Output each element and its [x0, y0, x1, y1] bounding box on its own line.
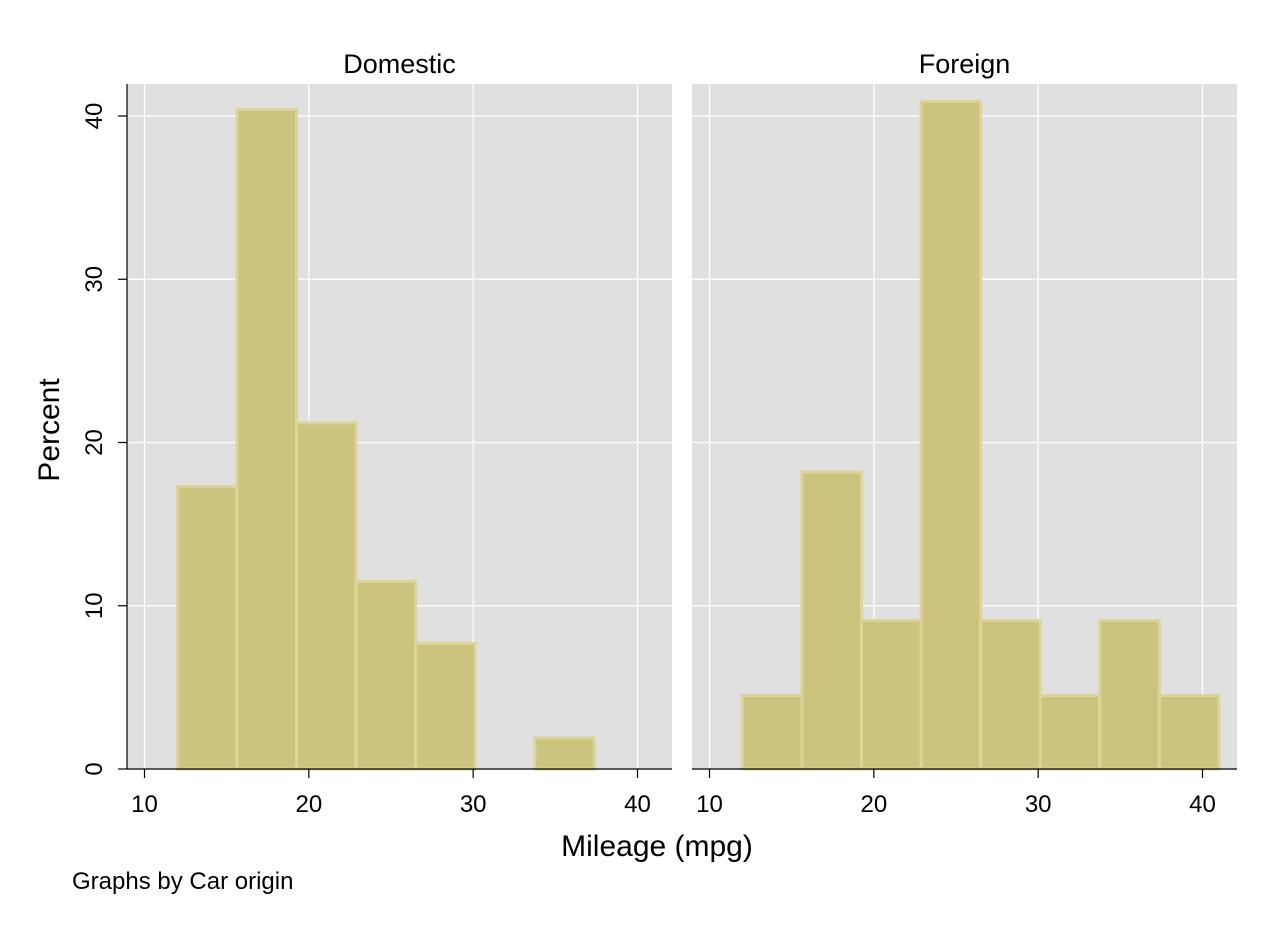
x-axis-title: Mileage (mpg) — [561, 830, 753, 863]
y-tick-label: 40 — [81, 103, 108, 130]
panel-foreign: Foreign 10 20 30 40 — [692, 49, 1237, 818]
histogram-bar — [175, 485, 239, 771]
x-tick-label: 20 — [295, 791, 322, 818]
histogram-bar — [414, 641, 477, 771]
y-axis-title: Percent — [33, 378, 66, 482]
x-tick-label: 10 — [131, 791, 158, 818]
x-tick-label: 40 — [1189, 791, 1216, 818]
x-tick-label: 30 — [460, 791, 487, 818]
histogram-bar — [1157, 694, 1221, 771]
y-axis: 0 10 20 30 40 — [81, 84, 128, 776]
panel-domestic: Domestic 10 20 30 40 — [127, 49, 672, 818]
y-tick-label: 20 — [81, 429, 108, 456]
histogram-bar — [235, 107, 299, 771]
histogram-bar — [1038, 694, 1102, 771]
x-axis: 10 20 30 40 — [692, 768, 1237, 818]
histogram-bar — [979, 618, 1042, 771]
x-tick-label: 20 — [860, 791, 887, 818]
histogram-bar — [354, 579, 418, 771]
histogram-bar — [800, 470, 864, 771]
x-tick-label: 30 — [1025, 791, 1052, 818]
y-tick-label: 10 — [81, 592, 108, 619]
y-tick-label: 0 — [81, 762, 108, 775]
x-axis: 10 20 30 40 — [127, 768, 672, 818]
histogram-bar — [1098, 618, 1161, 771]
x-tick-label: 10 — [696, 791, 723, 818]
histogram-bar — [533, 736, 596, 771]
histogram-bar — [919, 99, 983, 771]
chart-note: Graphs by Car origin — [72, 868, 293, 895]
panel-title: Foreign — [919, 49, 1011, 79]
histogram-bar — [295, 421, 358, 771]
bars — [175, 107, 596, 771]
histogram-bar — [860, 618, 923, 771]
histogram-bar — [740, 694, 804, 771]
panel-title: Domestic — [343, 49, 456, 79]
y-tick-label: 30 — [81, 266, 108, 293]
x-tick-label: 40 — [624, 791, 651, 818]
